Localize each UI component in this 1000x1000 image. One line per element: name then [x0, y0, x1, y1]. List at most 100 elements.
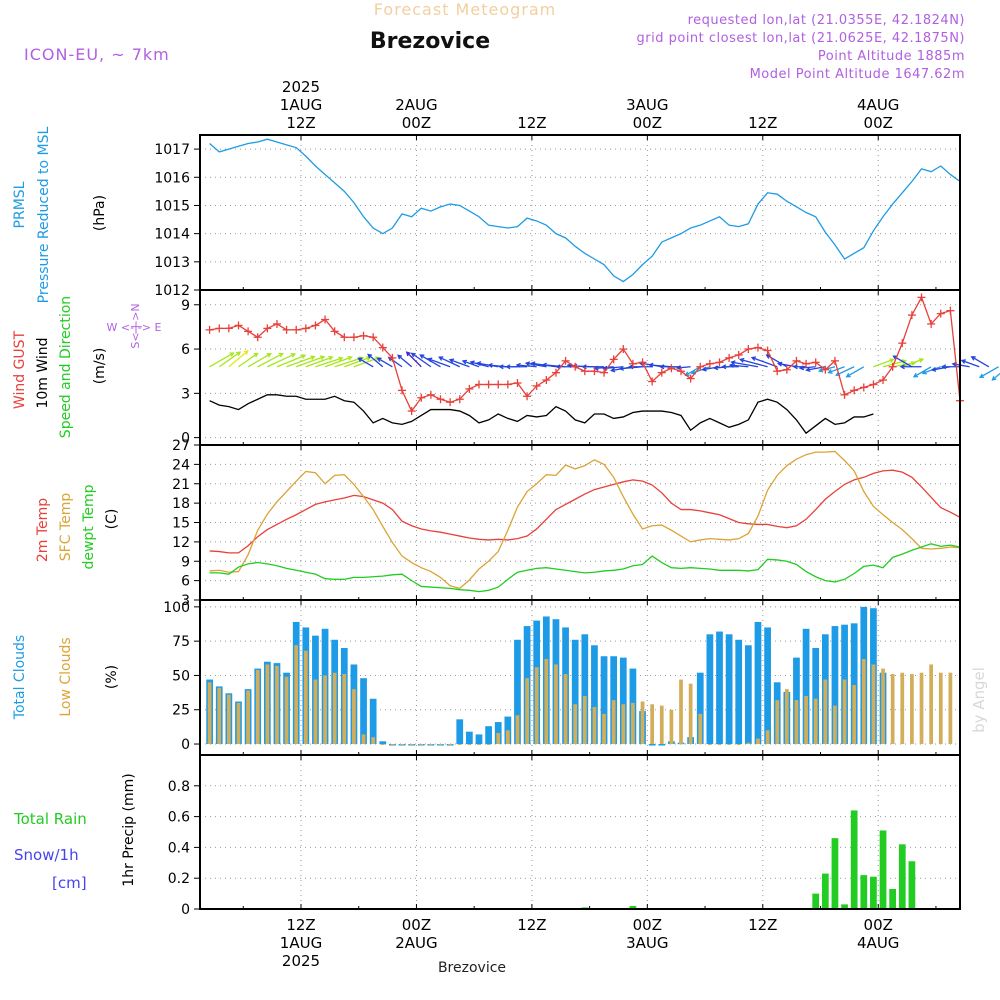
total-cloud-bar: [744, 645, 752, 745]
total-cloud-bar: [658, 744, 666, 746]
model-label: ICON-EU, ~ 7km: [24, 45, 170, 64]
rain-bar: [850, 810, 858, 909]
low-cloud-bar: [313, 679, 318, 745]
wind-unit-label: (m/s): [92, 348, 108, 385]
low-cloud-bar: [765, 730, 770, 745]
wind-arrowhead: [827, 369, 833, 374]
low-cloud-bar: [717, 744, 722, 746]
low-cloud-bar: [226, 694, 231, 745]
rain-bar: [908, 861, 916, 909]
wind-arrowhead: [730, 360, 736, 366]
y-tick-label: 18: [172, 496, 190, 512]
wind-arrow: [526, 362, 547, 368]
compass-we: W <-|-> E: [107, 321, 162, 334]
wind-arrowhead: [940, 364, 947, 370]
low-cloud-bar: [275, 665, 279, 745]
total-cloud-bar: [619, 657, 627, 745]
total-cloud-bar: [716, 631, 723, 745]
series-line-10m-wind: [209, 394, 874, 435]
low-cloud-bar: [400, 744, 404, 746]
wind-arrowhead: [229, 352, 235, 357]
wind-arrow: [991, 372, 1000, 381]
y-tick-label: 50: [172, 668, 190, 684]
panel-frame: [199, 754, 961, 910]
low-cloud-bar: [871, 664, 876, 745]
wind-arrow: [731, 361, 759, 368]
wind-arrowhead: [960, 359, 967, 364]
wind-arrowhead: [505, 364, 511, 370]
low-cloud-bar: [419, 744, 424, 746]
wind-arrowhead: [675, 365, 682, 371]
wind-arrow: [267, 353, 296, 368]
wind-arrow: [305, 356, 333, 368]
bottom-axis-label: 2025: [282, 952, 320, 970]
wind-arrowhead: [991, 375, 997, 381]
total-cloud-bar: [360, 678, 367, 745]
low-cloud-bar: [505, 730, 510, 745]
series-line-2m-temp: [209, 469, 961, 554]
product-title: Forecast Meteogram: [374, 0, 556, 19]
low-cloud-bar: [573, 704, 578, 745]
rain-bar: [831, 838, 839, 909]
wind-arrow: [238, 352, 258, 368]
low-cloud-bar: [342, 674, 347, 745]
low-cloud-bar: [303, 650, 308, 745]
wind-arrowhead: [319, 355, 326, 361]
wind-arrowhead: [347, 355, 353, 361]
wind-arrowhead: [899, 364, 905, 370]
y-tick-label: 9: [181, 298, 190, 314]
bottom-axis-label: 4AUG: [857, 934, 899, 952]
temperature-panel: 3 6 9 12 15 18 21 24 27: [172, 438, 961, 609]
low-cloud-bar: [948, 672, 953, 745]
wind-arrow: [846, 366, 865, 378]
low-cloud-label: Low Clouds: [58, 637, 74, 716]
bottom-axis-label: 12Z: [286, 916, 315, 934]
low-cloud-bar: [332, 672, 337, 745]
wind-arrow: [377, 357, 393, 368]
wind-arrowhead: [918, 358, 925, 363]
total-cloud-bar: [725, 634, 733, 745]
top-axis-label: 00Z: [864, 114, 893, 132]
y-tick-label: 0: [181, 431, 190, 447]
total-cloud-bar: [764, 627, 771, 745]
wind-arrowhead: [266, 353, 272, 358]
low-cloud-bar: [784, 689, 789, 745]
top-axis-label: 2AUG: [395, 96, 437, 114]
gust-label: Wind GUST: [12, 330, 28, 409]
wind-arrow: [685, 366, 701, 376]
total-cloud-bar: [504, 716, 512, 745]
wind-arrow: [729, 364, 749, 368]
low-cloud-bar: [833, 705, 837, 745]
bottom-axis-label: 00Z: [864, 916, 893, 934]
wind-arrow: [247, 353, 272, 368]
bottom-axis-label: 12Z: [748, 916, 777, 934]
pressure-labels: PRMSL Pressure Reduced to MSL (hPa): [12, 126, 108, 303]
watermark: by Angel: [970, 667, 988, 733]
rain-bar: [629, 905, 637, 909]
low-cloud-bar: [602, 713, 606, 745]
series-line-wind-gust: [209, 295, 961, 413]
low-cloud-bar: [438, 744, 443, 746]
wind-arrowhead: [659, 364, 665, 370]
wind-arrowhead: [728, 362, 734, 368]
low-cloud-bar: [640, 701, 645, 745]
y-tick-label: 6: [181, 574, 190, 590]
wind-arrow: [800, 366, 816, 369]
y-tick-label: 6: [181, 342, 190, 358]
wind-arrowhead: [628, 364, 634, 370]
wind-arrowhead: [817, 367, 824, 373]
footer-location: Brezovice: [438, 960, 506, 976]
wind-arrow: [751, 356, 778, 368]
rain-bar: [879, 830, 887, 909]
rain-bar: [821, 873, 829, 909]
pressure-desc-label: Pressure Reduced to MSL: [36, 126, 52, 303]
y-tick-label: 24: [172, 457, 190, 473]
low-cloud-bar: [775, 700, 780, 745]
wind-arrow: [913, 366, 932, 378]
low-cloud-bar: [813, 698, 818, 745]
prmsl-label: PRMSL: [12, 181, 28, 228]
wind-arrowhead: [366, 356, 372, 361]
y-tick-label: 25: [172, 703, 190, 719]
wind-arrow: [334, 356, 364, 368]
low-cloud-bar: [861, 658, 866, 745]
